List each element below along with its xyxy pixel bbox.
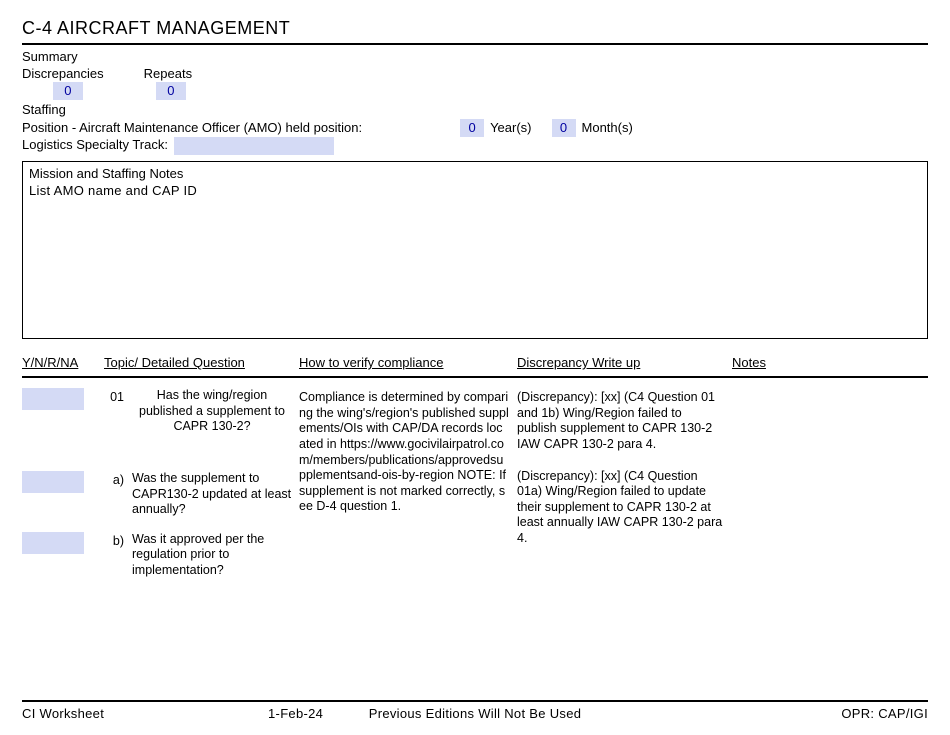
discrepancy-writeup: (Discrepancy): [xx] (C4 Question 01a) Wi… bbox=[517, 469, 724, 547]
footer-left: CI Worksheet bbox=[22, 706, 104, 721]
discrepancies-label: Discrepancies bbox=[22, 66, 104, 81]
notes-cell bbox=[732, 388, 882, 593]
footer-center: Previous Editions Will Not Be Used bbox=[369, 706, 582, 721]
repeats-value[interactable]: 0 bbox=[156, 82, 186, 100]
years-value[interactable]: 0 bbox=[460, 119, 484, 137]
notes-hint: List AMO name and CAP ID bbox=[29, 183, 921, 200]
summary-heading: Summary bbox=[22, 49, 928, 64]
answer-field[interactable] bbox=[22, 471, 84, 493]
position-label: Position - Aircraft Maintenance Officer … bbox=[22, 120, 362, 135]
notes-heading: Mission and Staffing Notes bbox=[29, 166, 921, 183]
track-value[interactable] bbox=[174, 137, 334, 155]
months-value[interactable]: 0 bbox=[552, 119, 576, 137]
question-row: 01 Has the wing/region published a suppl… bbox=[22, 388, 299, 435]
question-text: Was the supplement to CAPR130-2 updated … bbox=[132, 471, 292, 518]
repeats-label: Repeats bbox=[144, 66, 192, 81]
question-number: a) bbox=[92, 471, 124, 487]
table-header: Y/N/R/NA Topic/ Detailed Question How to… bbox=[22, 355, 928, 378]
col-notes: Notes bbox=[732, 355, 882, 370]
answer-field[interactable] bbox=[22, 388, 84, 410]
answer-field[interactable] bbox=[22, 532, 84, 554]
question-number: 01 bbox=[92, 388, 124, 404]
col-dwu: Discrepancy Write up bbox=[517, 355, 732, 370]
staffing-heading: Staffing bbox=[22, 102, 928, 117]
col-topic: Topic/ Detailed Question bbox=[104, 355, 299, 370]
question-row: b) Was it approved per the regulation pr… bbox=[22, 532, 299, 579]
discrepancy-writeup: (Discrepancy): [xx] (C4 Question 01 and … bbox=[517, 390, 724, 453]
question-row: a) Was the supplement to CAPR130-2 updat… bbox=[22, 471, 299, 518]
col-yn: Y/N/R/NA bbox=[22, 355, 104, 370]
years-label: Year(s) bbox=[490, 120, 531, 135]
months-label: Month(s) bbox=[582, 120, 633, 135]
track-label: Logistics Specialty Track: bbox=[22, 137, 168, 152]
question-text: Was it approved per the regulation prior… bbox=[132, 532, 292, 579]
howto-text: Compliance is determined by comparing th… bbox=[299, 388, 517, 593]
table-body: 01 Has the wing/region published a suppl… bbox=[22, 388, 928, 593]
footer-date: 1-Feb-24 bbox=[268, 706, 323, 721]
question-text: Has the wing/region published a suppleme… bbox=[132, 388, 292, 435]
discrepancies-value[interactable]: 0 bbox=[53, 82, 83, 100]
col-howto: How to verify compliance bbox=[299, 355, 517, 370]
mission-notes-box[interactable]: Mission and Staffing Notes List AMO name… bbox=[22, 161, 928, 339]
page-title: C-4 AIRCRAFT MANAGEMENT bbox=[22, 18, 928, 45]
question-number: b) bbox=[92, 532, 124, 548]
footer: CI Worksheet 1-Feb-24 Previous Editions … bbox=[22, 700, 928, 721]
footer-right: OPR: CAP/IGI bbox=[841, 706, 928, 721]
summary-counts: Discrepancies 0 Repeats 0 bbox=[22, 66, 928, 100]
